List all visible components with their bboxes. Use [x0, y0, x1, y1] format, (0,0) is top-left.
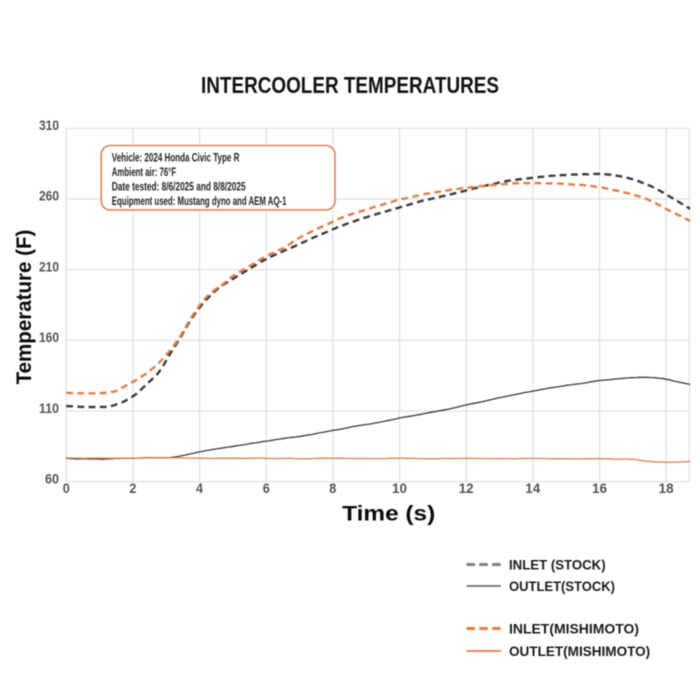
svg-text:Time (s): Time (s) [342, 503, 435, 526]
svg-text:60: 60 [45, 471, 59, 487]
svg-text:0: 0 [63, 480, 70, 496]
svg-text:Equipment used: Mustang dyno a: Equipment used: Mustang dyno and AEM AQ-… [112, 196, 287, 208]
svg-text:16: 16 [592, 480, 607, 496]
svg-text:OUTLET(MISHIMOTO): OUTLET(MISHIMOTO) [509, 644, 650, 659]
svg-text:INLET(MISHIMOTO): INLET(MISHIMOTO) [509, 621, 639, 636]
svg-text:160: 160 [39, 329, 59, 345]
svg-text:310: 310 [39, 117, 59, 133]
svg-text:2: 2 [129, 480, 136, 496]
svg-text:210: 210 [39, 258, 59, 274]
svg-text:260: 260 [39, 188, 59, 204]
svg-text:8: 8 [329, 480, 336, 496]
svg-text:Temperature (F): Temperature (F) [13, 230, 36, 385]
svg-text:Ambient air: 76°F: Ambient air: 76°F [112, 167, 176, 179]
svg-text:Date tested: 8/6/2025 and 8/8/: Date tested: 8/6/2025 and 8/8/2025 [112, 182, 246, 194]
svg-text:6: 6 [263, 480, 270, 496]
svg-text:10: 10 [392, 480, 407, 496]
svg-text:110: 110 [39, 400, 59, 416]
svg-text:18: 18 [659, 480, 674, 496]
svg-text:INLET (STOCK): INLET (STOCK) [509, 557, 606, 572]
svg-text:Vehicle: 2024 Honda Civic Type: Vehicle: 2024 Honda Civic Type R [112, 153, 240, 165]
svg-text:INTERCOOLER TEMPERATURES: INTERCOOLER TEMPERATURES [201, 72, 499, 98]
svg-text:12: 12 [459, 480, 474, 496]
svg-text:OUTLET(STOCK): OUTLET(STOCK) [509, 579, 615, 594]
svg-text:4: 4 [196, 480, 203, 496]
svg-text:14: 14 [525, 480, 540, 496]
